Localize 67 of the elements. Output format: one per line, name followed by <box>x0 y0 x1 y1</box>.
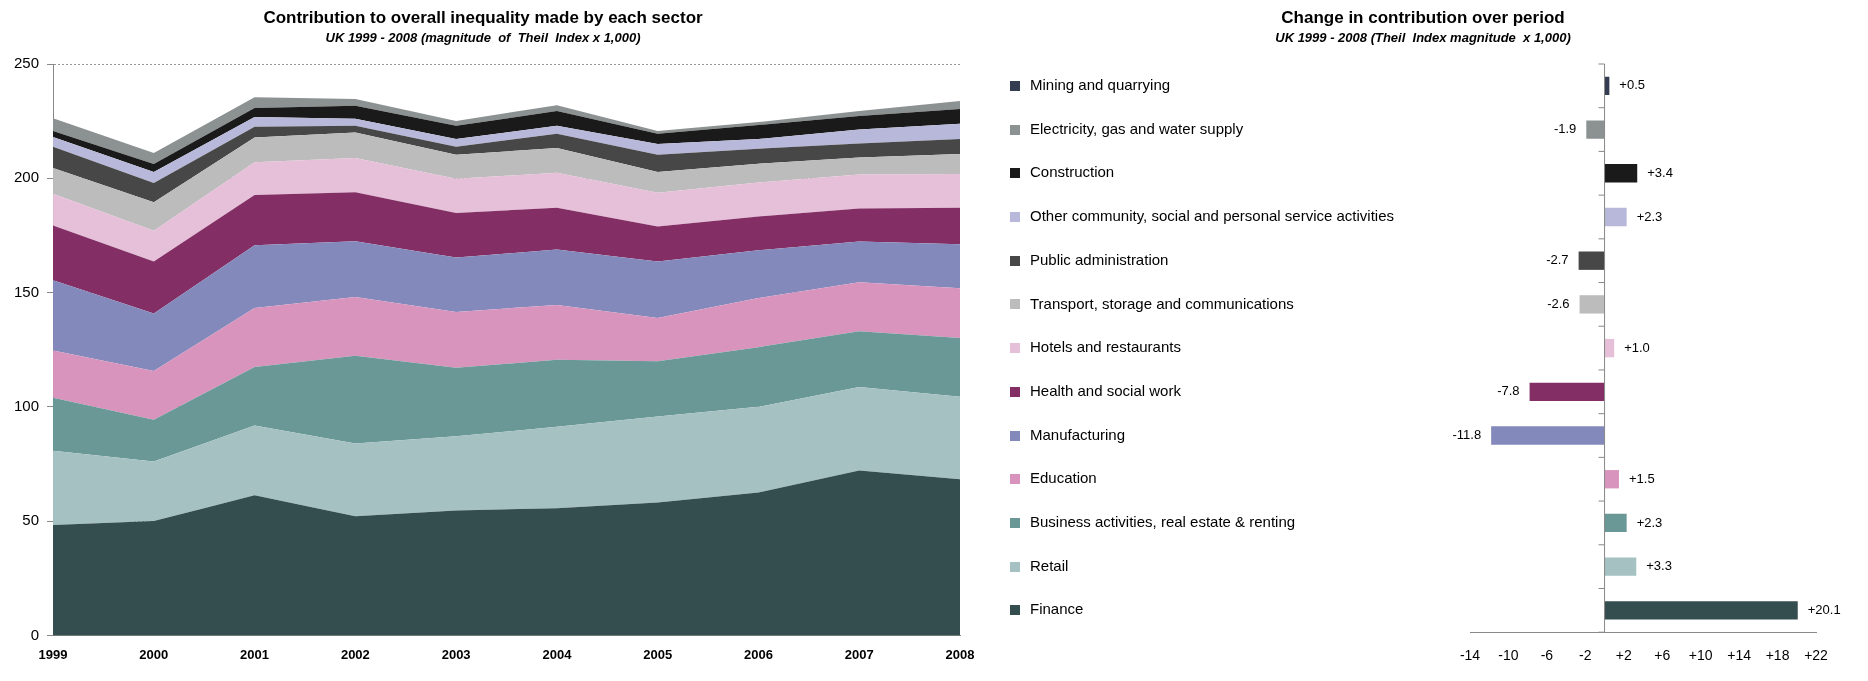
bar <box>1579 295 1605 314</box>
data-label: +0.5 <box>1619 77 1646 93</box>
data-label: -1.9 <box>1553 121 1577 137</box>
bar <box>1604 207 1627 227</box>
x-tick-label: -14 <box>1459 647 1481 664</box>
bar <box>1604 164 1638 183</box>
x-tick-label: 2004 <box>542 646 573 662</box>
data-label: +1.0 <box>1624 339 1650 355</box>
x-tick-label: 2003 <box>441 646 471 662</box>
x-tick-label: 1999 <box>38 646 68 662</box>
x-tick-label: +10 <box>1688 647 1713 664</box>
y-tick-label: Manufacturing <box>1030 425 1126 443</box>
y-tick-label: Construction <box>1030 163 1115 181</box>
data-label: +2.3 <box>1636 514 1663 530</box>
chart-title: Change in contribution over period <box>1281 7 1565 27</box>
x-tick-label: 2008 <box>945 646 975 662</box>
bar <box>1578 251 1605 270</box>
x-tick-label: -6 <box>1540 647 1554 664</box>
y-tick-label: Transport, storage and communications <box>1030 294 1294 312</box>
bar <box>1604 470 1619 489</box>
bar <box>1491 426 1605 445</box>
bar <box>1529 382 1605 401</box>
y-tick-label: 0 <box>30 625 40 643</box>
x-tick-label: +22 <box>1804 647 1829 664</box>
x-tick-label: -2 <box>1579 647 1592 664</box>
chart-title: Contribution to overall inequality made by each sector <box>263 7 703 27</box>
y-tick-label: Hotels and restaurants <box>1030 338 1181 356</box>
y-tick-label: Health and social work <box>1030 381 1182 399</box>
y-tick-label: Mining and quarrying <box>1030 75 1171 93</box>
x-tick-label: +2 <box>1615 647 1632 664</box>
y-tick-label: 150 <box>14 282 40 300</box>
y-tick-label: Other community, social and personal service activities <box>1030 207 1395 225</box>
x-tick-label: 2001 <box>240 646 270 662</box>
data-label: +2.3 <box>1636 208 1663 224</box>
bar <box>1604 557 1637 576</box>
x-tick-label: 2000 <box>139 646 169 662</box>
y-tick-label: Finance <box>1030 600 1084 618</box>
y-tick-label: Electricity, gas and water supply <box>1030 119 1244 137</box>
y-tick-label: 100 <box>14 396 40 414</box>
data-label: -2.7 <box>1546 252 1569 268</box>
y-tick-label: 50 <box>22 511 40 529</box>
x-tick-label: 2006 <box>743 646 773 662</box>
bar <box>1604 601 1798 620</box>
y-tick-label: Public administration <box>1030 250 1169 268</box>
x-tick-label: 2005 <box>643 646 673 662</box>
y-tick-label: 250 <box>14 54 40 72</box>
data-label: +1.5 <box>1628 470 1655 486</box>
x-tick-label: +14 <box>1727 647 1752 664</box>
y-tick-label: Education <box>1030 469 1097 487</box>
x-tick-label: +18 <box>1765 647 1790 664</box>
bar <box>1604 338 1615 358</box>
x-tick-label: 2007 <box>844 646 874 662</box>
chart-subtitle: UK 1999 - 2008 (Theil Index magnitude x 1,000) <box>1275 29 1571 45</box>
x-tick-label: +6 <box>1654 647 1671 664</box>
y-tick-label: Business activities, real estate & renting <box>1030 513 1296 531</box>
x-tick-label: 2002 <box>340 646 370 662</box>
y-tick-label: 200 <box>14 168 40 186</box>
data-label: -2.6 <box>1547 295 1570 311</box>
bar <box>1604 513 1627 533</box>
data-label: -7.8 <box>1497 383 1520 399</box>
chart-subtitle: UK 1999 - 2008 (magnitude of Theil Index x 1,000) <box>325 29 641 45</box>
x-tick-label: -10 <box>1498 647 1519 664</box>
data-label: -11.8 <box>1452 427 1482 443</box>
data-label: +3.4 <box>1647 164 1673 180</box>
y-tick-label: Retail <box>1030 556 1069 574</box>
data-label: +3.3 <box>1646 558 1672 574</box>
data-label: +20.1 <box>1807 601 1841 617</box>
